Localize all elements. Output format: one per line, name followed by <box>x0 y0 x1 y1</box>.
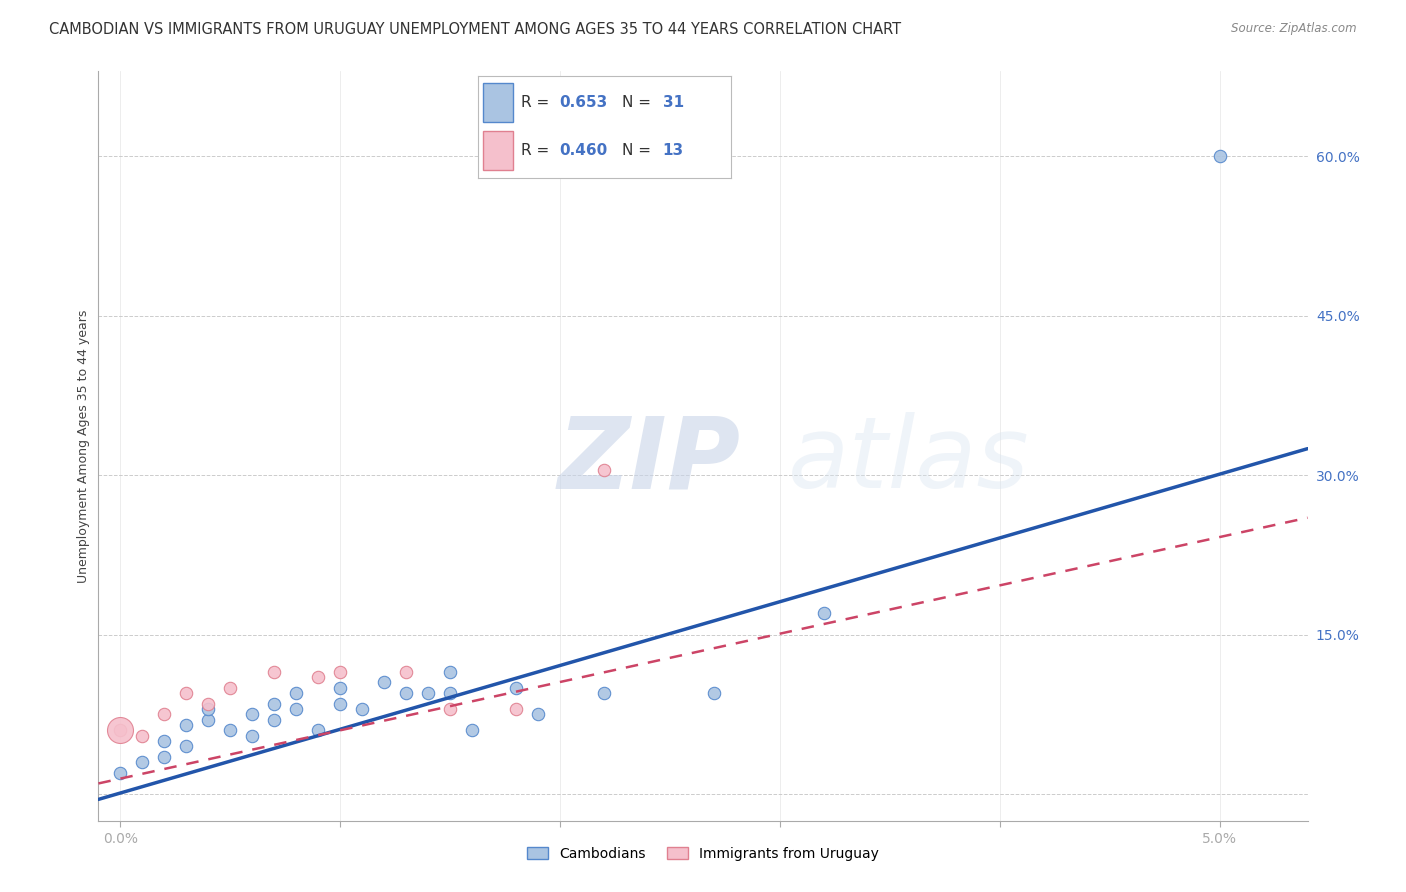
Point <box>110 723 132 738</box>
Text: CAMBODIAN VS IMMIGRANTS FROM URUGUAY UNEMPLOYMENT AMONG AGES 35 TO 44 YEARS CORR: CAMBODIAN VS IMMIGRANTS FROM URUGUAY UNE… <box>49 22 901 37</box>
Point <box>153 707 176 722</box>
Point <box>197 702 219 716</box>
Point <box>505 681 527 695</box>
Point <box>285 686 308 700</box>
Text: N =: N = <box>623 144 657 158</box>
Point <box>153 734 176 748</box>
Point <box>285 702 308 716</box>
Point <box>131 729 153 743</box>
Text: 13: 13 <box>662 144 683 158</box>
Point <box>352 702 374 716</box>
Point <box>263 713 285 727</box>
Point <box>593 463 616 477</box>
Y-axis label: Unemployment Among Ages 35 to 44 years: Unemployment Among Ages 35 to 44 years <box>77 310 90 582</box>
Point <box>153 750 176 764</box>
Point <box>527 707 550 722</box>
Point <box>263 697 285 711</box>
Point <box>307 723 329 738</box>
Point <box>176 718 198 732</box>
Text: 0.460: 0.460 <box>560 144 607 158</box>
Point <box>439 665 461 679</box>
Point <box>263 665 285 679</box>
Point <box>439 686 461 700</box>
Point <box>240 729 263 743</box>
FancyBboxPatch shape <box>484 83 513 122</box>
Text: 31: 31 <box>662 95 683 110</box>
Point <box>813 607 835 621</box>
Legend: Cambodians, Immigrants from Uruguay: Cambodians, Immigrants from Uruguay <box>522 841 884 866</box>
Point <box>110 765 132 780</box>
Point <box>593 686 616 700</box>
Point <box>329 665 352 679</box>
Point <box>395 686 418 700</box>
Point <box>110 723 132 738</box>
Point <box>1208 149 1230 163</box>
FancyBboxPatch shape <box>484 131 513 170</box>
Text: ZIP: ZIP <box>558 412 741 509</box>
Text: atlas: atlas <box>787 412 1029 509</box>
Point <box>329 681 352 695</box>
Point <box>505 702 527 716</box>
Point <box>395 665 418 679</box>
Point <box>373 675 395 690</box>
Point <box>131 755 153 769</box>
Text: R =: R = <box>522 144 554 158</box>
Point <box>219 681 242 695</box>
Point <box>197 713 219 727</box>
Text: N =: N = <box>623 95 657 110</box>
Point <box>307 670 329 684</box>
Point <box>219 723 242 738</box>
Point <box>176 686 198 700</box>
Point <box>703 686 725 700</box>
Text: Source: ZipAtlas.com: Source: ZipAtlas.com <box>1232 22 1357 36</box>
Point <box>197 697 219 711</box>
Point <box>418 686 440 700</box>
Text: 0.653: 0.653 <box>560 95 607 110</box>
Point <box>176 739 198 754</box>
Point <box>439 702 461 716</box>
Text: R =: R = <box>522 95 554 110</box>
Point <box>240 707 263 722</box>
Point <box>329 697 352 711</box>
Point <box>461 723 484 738</box>
